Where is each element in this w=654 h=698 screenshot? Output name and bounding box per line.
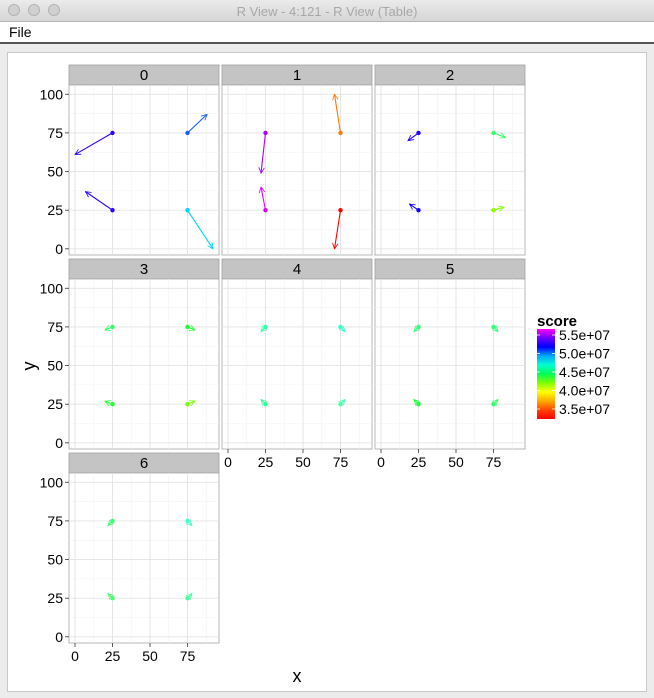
legend-label: 5.0e+07 [559,346,610,362]
facet-strip-label: 6 [140,455,148,472]
y-tick-label: 25 [47,590,63,606]
arrow-start-point [185,595,190,601]
arrow-start-point [491,324,496,330]
arrow-start-point [185,130,190,136]
y-tick-label: 100 [40,474,64,490]
arrow-start-point [416,401,421,407]
legend-color-bar [537,329,555,419]
facet-strip-label: 3 [140,261,148,278]
arrow-start-point [110,518,115,524]
facet-strip-label: 5 [446,261,454,278]
arrow-start-point [263,130,268,136]
x-axis-label: x [293,666,302,686]
x-tick-label: 0 [224,454,232,470]
facet-strip-label: 2 [446,67,454,84]
arrow-start-point [338,401,343,407]
arrow-start-point [491,401,496,407]
y-tick-label: 25 [47,202,63,218]
arrow-start-point [185,518,190,524]
arrow-start-point [185,207,190,213]
menu-bar: File [0,22,654,44]
arrow-segment [335,210,342,249]
y-tick-label: 25 [47,396,63,412]
arrow-start-point [185,401,190,407]
arrow-start-point [338,324,343,330]
arrow-segment [261,132,267,173]
legend-label: 5.5e+07 [559,327,610,343]
arrow-segment [187,209,214,249]
arrow-segment [86,192,113,211]
y-tick-label: 0 [55,435,63,451]
facet-panel-0: 0 0 25 50 75 100 [40,64,220,257]
legend-label: 4.0e+07 [559,383,610,399]
facet-strip-label: 0 [140,67,148,84]
x-tick-label: 75 [333,454,349,470]
x-tick-label: 0 [71,648,79,664]
legend-label: 4.5e+07 [559,364,610,380]
y-tick-label: 75 [47,319,63,335]
arrow-start-point [491,207,496,213]
arrow-start-point [338,130,343,136]
x-tick-label: 50 [142,648,158,664]
y-tick-label: 50 [47,552,63,568]
y-tick-label: 50 [47,164,63,180]
close-window-icon[interactable] [8,4,20,16]
arrow-start-point [491,130,496,136]
arrow-start-point [338,207,343,213]
legend-title: score [537,313,577,330]
x-tick-label: 75 [486,454,502,470]
facet-panel-2: 2 [374,64,526,256]
x-tick-label: 25 [105,648,121,664]
arrow-start-point [110,207,115,213]
facet-strip-label: 1 [293,67,301,84]
x-tick-label: 25 [411,454,427,470]
facet-panel-5: 50 25 50 75 [374,258,526,470]
minimize-window-icon[interactable] [28,4,40,16]
facet-panel-3: 3 0 25 50 75 100 [40,258,220,451]
legend-label: 3.5e+07 [559,401,610,417]
arrow-segment [335,94,342,133]
zoom-window-icon[interactable] [48,4,60,16]
arrow-start-point [263,324,268,330]
x-tick-label: 75 [180,648,196,664]
arrow-start-point [110,401,115,407]
facet-panel-6: 6 0 25 50 75 100 0 25 50 75 [40,452,220,664]
arrow-segment [75,132,113,156]
window-title: R View - 4:121 - R View (Table) [236,4,418,19]
arrow-start-point [110,595,115,601]
menu-file[interactable]: File [9,24,32,40]
arrow-segment [187,114,208,134]
y-tick-label: 100 [40,86,64,102]
arrow-start-point [416,130,421,136]
x-tick-label: 50 [448,454,464,470]
y-tick-label: 75 [47,125,63,141]
y-tick-label: 0 [55,629,63,645]
y-tick-label: 75 [47,513,63,529]
plot-panel: x y score 0 0 25 50 75 100 1 2 3 0 25 50 75 100 4 0 25 50… [7,52,647,692]
arrow-segment [261,187,267,211]
arrow-start-point [110,324,115,330]
arrow-start-point [263,401,268,407]
arrow-start-point [110,130,115,136]
y-axis-label: y [19,362,39,371]
facet-strip-label: 4 [293,261,301,278]
arrow-start-point [263,207,268,213]
x-tick-label: 0 [377,454,385,470]
y-tick-label: 0 [55,241,63,257]
arrow-start-point [185,324,190,330]
x-tick-label: 50 [295,454,311,470]
title-bar: R View - 4:121 - R View (Table) [0,0,654,22]
arrow-start-point [416,324,421,330]
y-tick-label: 50 [47,358,63,374]
facet-panel-4: 4 0 25 50 75 [221,258,373,470]
x-tick-label: 25 [258,454,274,470]
facet-panel-1: 1 [221,64,373,256]
y-tick-label: 100 [40,280,64,296]
arrow-start-point [416,207,421,213]
